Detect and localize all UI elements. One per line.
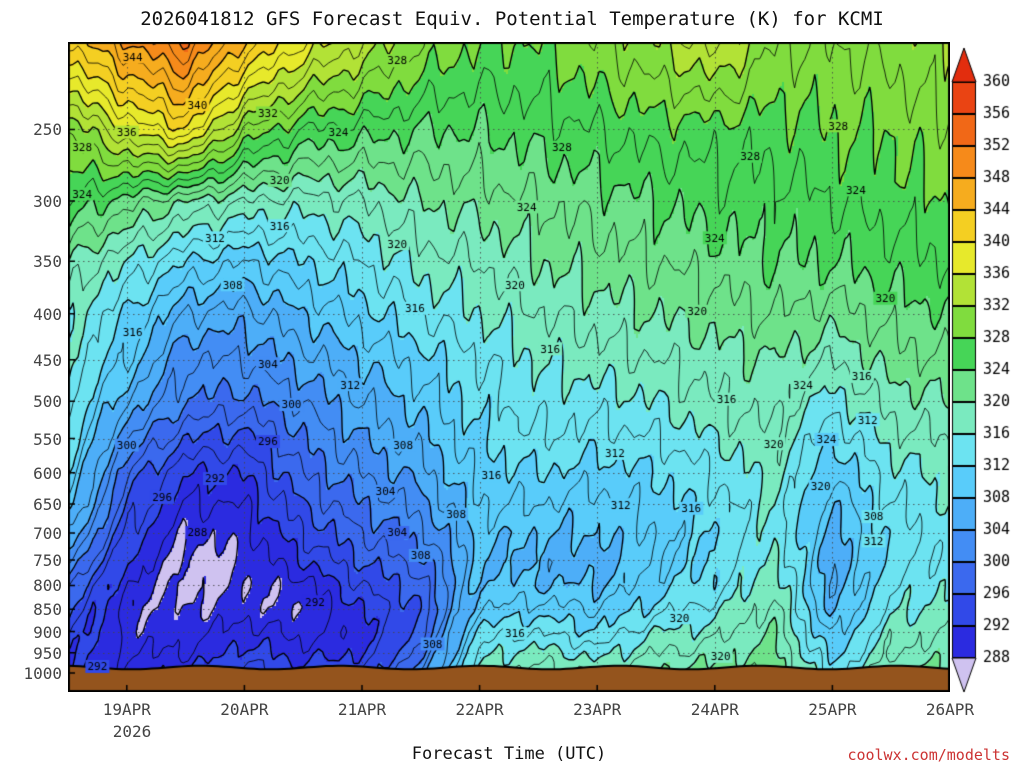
x-tick-label-21APR: 21APR: [337, 700, 387, 719]
y-tick-label-900: 900: [33, 622, 62, 642]
y-tick-label-650: 650: [33, 495, 62, 514]
y-tick-label-400: 400: [33, 304, 62, 324]
x-axis-title: Forecast Time (UTC): [411, 744, 607, 764]
colorbar: [950, 34, 1024, 714]
x-tick-label-20APR: 20APR: [220, 700, 269, 719]
x-tick-label-25APR: 25APR: [808, 700, 857, 719]
y-tick-label-700: 700: [33, 524, 62, 544]
x-tick-label-23APR: 23APR: [573, 700, 622, 719]
x-tick-label-22APR: 22APR: [455, 700, 504, 719]
y-tick-label-800: 800: [33, 576, 62, 596]
y-tick-label-500: 500: [33, 392, 62, 412]
y-tick-label-300: 300: [33, 191, 62, 211]
y-tick-label-750: 750: [33, 551, 62, 571]
y-tick-label-1000: 1000: [23, 663, 62, 683]
y-tick-label-250: 250: [33, 120, 62, 140]
y-tick-label-350: 350: [33, 252, 62, 272]
y-tick-label-550: 550: [33, 429, 62, 449]
watermark: coolwx.com/modelts: [847, 746, 1010, 764]
x-tick-label-19APR: 19APR: [102, 700, 151, 719]
year-label: 2026: [112, 722, 152, 741]
chart-title: 2026041812 GFS Forecast Equiv. Potential…: [140, 8, 884, 30]
y-tick-label-450: 450: [33, 350, 62, 370]
y-tick-label-950: 950: [33, 643, 62, 663]
x-tick-label-26APR: 26APR: [925, 700, 975, 719]
x-tick-label-24APR: 24APR: [690, 700, 739, 719]
y-tick-label-600: 600: [33, 463, 62, 483]
cross-section-canvas: [68, 42, 950, 692]
y-tick-label-850: 850: [33, 600, 62, 620]
